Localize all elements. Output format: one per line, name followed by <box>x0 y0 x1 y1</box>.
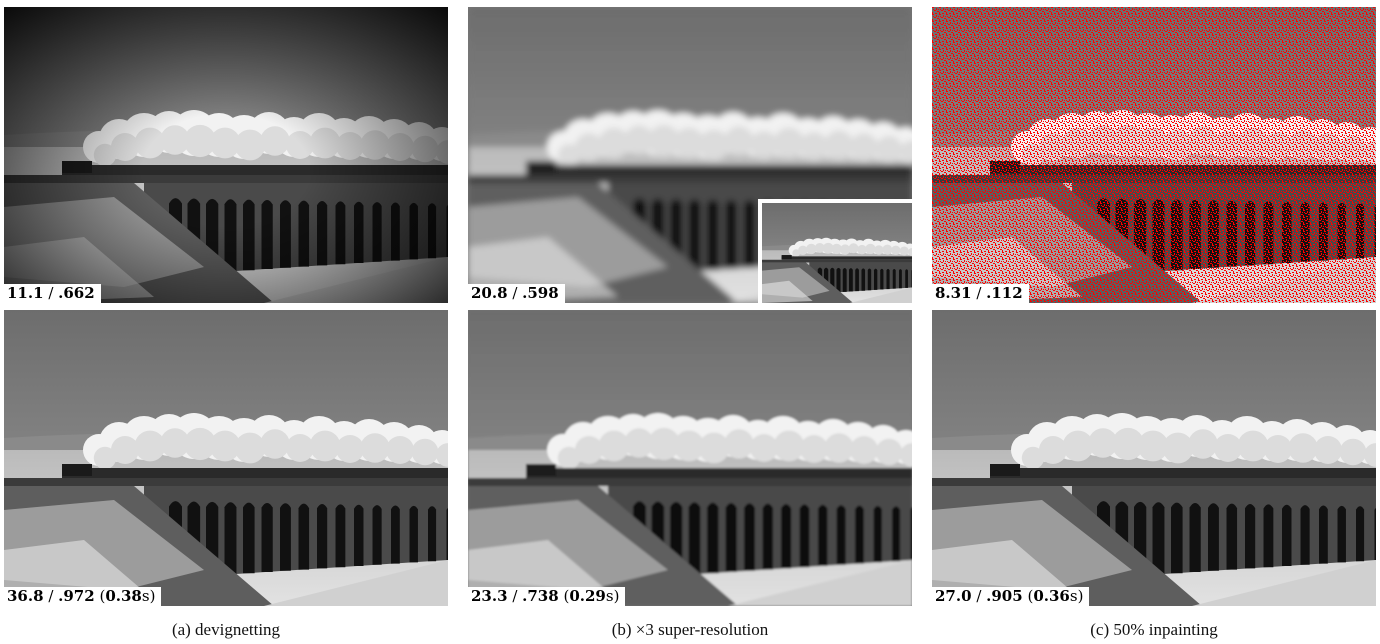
metric-label: 36.8 / .972 (0.38s) <box>4 587 162 606</box>
viaduct-train-scene <box>932 7 1376 303</box>
viaduct-train-scene <box>932 310 1376 606</box>
caption-devignetting: (a) devignetting <box>171 620 281 639</box>
metric-label: 20.8 / .598 <box>468 284 565 303</box>
inpainting-result-image: 27.0 / .905 (0.36s) <box>932 310 1376 606</box>
caption-inpainting: (c) 50% inpainting <box>1090 620 1218 639</box>
viaduct-train-scene <box>4 310 448 606</box>
viaduct-train-thumbnail <box>762 203 912 303</box>
metric-label: 8.31 / .112 <box>932 284 1029 303</box>
caption-super-resolution: (b) ×3 super-resolution <box>611 620 769 639</box>
metric-label: 23.3 / .738 (0.29s) <box>468 587 626 606</box>
metric-label: 27.0 / .905 (0.36s) <box>932 587 1090 606</box>
viaduct-train-scene <box>468 310 912 606</box>
super-resolution-input-image: 20.8 / .598 <box>468 7 912 303</box>
devignetting-input-image: 11.1 / .662 <box>4 7 448 303</box>
low-resolution-inset <box>758 199 912 303</box>
viaduct-train-scene <box>4 7 448 303</box>
super-resolution-result-image: 23.3 / .738 (0.29s) <box>468 310 912 606</box>
metric-label: 11.1 / .662 <box>4 284 101 303</box>
devignetting-result-image: 36.8 / .972 (0.38s) <box>4 310 448 606</box>
inpainting-input-image: 8.31 / .112 <box>932 7 1376 303</box>
